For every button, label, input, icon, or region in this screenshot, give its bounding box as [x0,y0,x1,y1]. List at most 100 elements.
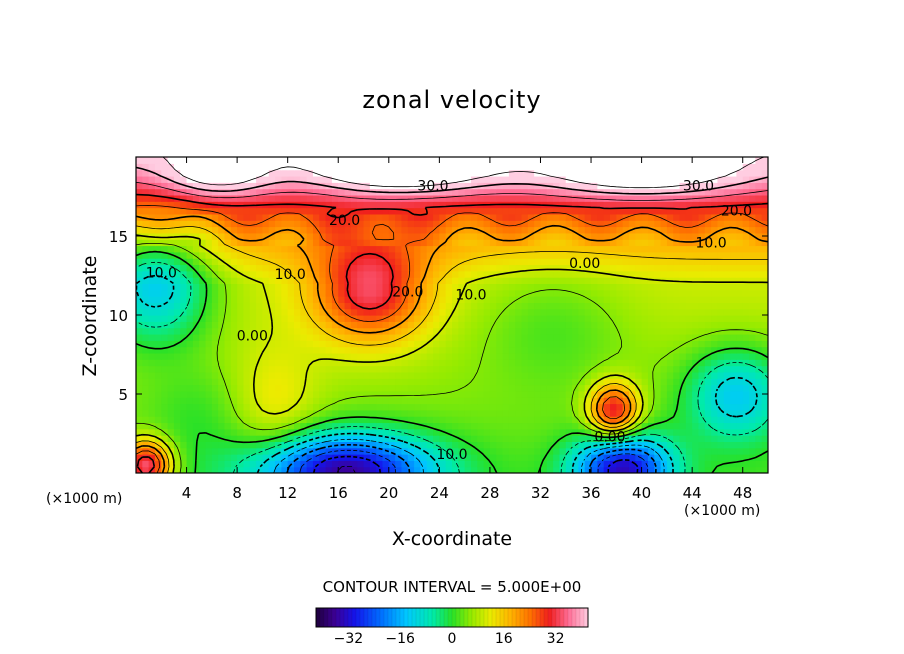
field-cell [350,175,358,183]
field-cell [521,251,529,259]
field-cell [685,365,693,373]
field-cell [142,213,150,221]
field-cell [477,352,485,360]
field-cell [344,157,352,164]
field-cell [262,340,270,348]
field-cell [730,460,737,468]
field-cell [382,409,390,417]
field-cell [673,232,681,240]
field-cell [363,157,371,164]
field-cell [426,454,434,461]
field-cell [508,232,516,240]
field-cell [565,283,573,291]
field-cell [395,270,403,278]
field-cell [704,409,712,417]
field-cell [205,157,213,164]
field-cell [736,435,744,442]
field-cell [243,315,251,322]
field-cell [357,460,365,468]
field-cell [363,207,371,215]
field-cell [458,315,466,322]
field-cell [148,251,156,259]
field-cell [761,283,768,291]
field-cell [136,422,143,430]
field-cell [698,365,706,373]
field-cell [603,371,611,379]
field-cell [173,308,181,316]
field-cell [711,194,719,202]
field-cell [647,226,655,234]
field-cell [287,327,295,335]
field-cell [603,207,611,215]
field-cell [647,447,655,455]
field-cell [647,213,655,221]
field-cell [723,346,731,354]
field-cell [338,422,346,430]
field-cell [199,340,207,348]
field-cell [597,289,605,297]
field-cell [300,277,308,284]
field-cell [685,169,693,177]
field-cell [142,466,150,473]
field-cell [527,169,535,177]
field-cell [294,163,301,171]
field-cell [420,315,428,322]
field-cell [464,422,472,430]
field-cell [572,258,579,266]
field-cell [546,378,554,386]
field-cell [294,213,301,221]
field-cell [477,270,485,278]
field-cell [439,201,447,209]
field-cell [704,441,712,449]
field-cell [243,226,251,234]
field-cell [154,422,162,430]
field-cell [717,289,725,297]
field-cell [224,466,232,473]
field-cell [268,365,276,373]
field-cell [679,315,687,322]
field-cell [610,169,617,177]
field-cell [483,220,491,228]
field-cell [369,175,377,183]
field-cell [591,194,598,202]
field-cell [395,201,403,209]
field-cell [483,207,491,215]
field-cell [173,220,181,228]
field-cell [464,365,472,373]
field-cell [502,163,510,171]
field-cell [660,258,668,266]
field-cell [647,359,655,367]
field-cell [186,384,194,392]
field-cell [692,188,700,196]
field-cell [527,270,535,278]
field-cell [401,270,409,278]
field-cell [723,365,731,373]
field-cell [711,327,719,335]
field-cell [584,352,592,360]
field-cell [154,321,162,329]
field-cell [256,245,263,253]
field-cell [407,213,415,221]
field-cell [464,296,472,303]
field-cell [338,258,346,266]
field-cell [660,270,668,278]
field-cell [294,283,301,291]
field-cell [306,321,314,329]
field-cell [515,409,523,417]
field-cell [312,264,320,272]
field-cell [666,226,674,234]
field-cell [527,409,535,417]
field-cell [300,239,308,247]
field-cell [142,296,150,303]
field-cell [559,194,567,202]
field-cell [148,283,156,291]
field-cell [369,270,377,278]
field-cell [275,296,282,303]
field-cell [723,403,731,411]
field-cell [173,454,181,461]
field-cell [736,302,744,310]
field-cell [382,365,390,373]
field-cell [483,315,491,322]
field-cell [243,182,251,190]
field-cell [136,258,143,266]
